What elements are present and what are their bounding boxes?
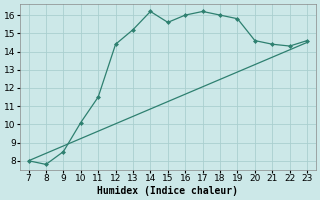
X-axis label: Humidex (Indice chaleur): Humidex (Indice chaleur) xyxy=(97,186,238,196)
